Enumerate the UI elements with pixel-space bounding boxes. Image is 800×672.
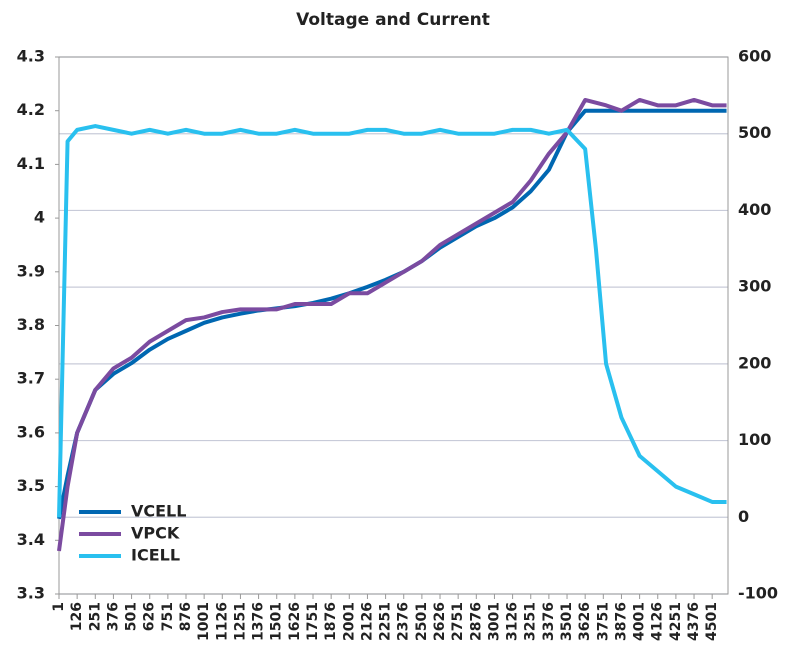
x-tick-label: 1001: [196, 602, 212, 641]
x-tick-label: 1251: [232, 602, 248, 641]
legend-label: VCELL: [131, 502, 186, 521]
x-tick-label: 1376: [251, 602, 267, 641]
x-tick-label: 2501: [414, 602, 430, 641]
y-tick-label: 3.8: [17, 315, 45, 334]
x-tick-label: 1: [51, 602, 67, 612]
x-tick-label: 3376: [541, 602, 557, 641]
x-tick-label: 376: [105, 602, 121, 631]
y-tick-label: 3.7: [17, 369, 45, 388]
x-tick-label: 501: [124, 602, 140, 631]
y-tick-label: 4: [34, 208, 45, 227]
x-tick-label: 3251: [523, 602, 539, 641]
legend-label: VPCK: [131, 524, 180, 543]
x-tick-label: 2001: [341, 602, 357, 641]
y2-tick-label: 100: [738, 430, 771, 449]
x-tick-label: 2251: [378, 602, 394, 641]
x-tick-label: 4376: [686, 602, 702, 641]
x-tick-label: 3501: [559, 602, 575, 641]
y2-tick-label: 400: [738, 200, 771, 219]
x-tick-label: 3876: [613, 602, 629, 641]
x-tick-label: 626: [142, 602, 158, 631]
y-tick-label: 3.4: [17, 530, 45, 549]
x-tick-label: 3126: [505, 602, 521, 641]
y2-tick-label: 600: [738, 47, 771, 66]
y-tick-label: 3.9: [17, 261, 45, 280]
x-tick-label: 1751: [305, 602, 321, 641]
x-tick-label: 126: [69, 602, 85, 631]
x-tick-label: 751: [160, 602, 176, 631]
x-tick-label: 3751: [595, 602, 611, 641]
x-tick-label: 1876: [323, 602, 339, 641]
y-tick-label: 3.5: [17, 476, 45, 495]
y2-tick-label: 500: [738, 123, 771, 142]
x-tick-label: 1126: [214, 602, 230, 641]
x-tick-label: 3001: [486, 602, 502, 641]
x-tick-label: 2876: [468, 602, 484, 641]
y-tick-label: 3.3: [17, 584, 45, 603]
x-tick-label: 2751: [450, 602, 466, 641]
x-tick-label: 2376: [396, 602, 412, 641]
y-tick-label: 4.1: [17, 154, 45, 173]
x-tick-label: 1501: [269, 602, 285, 641]
x-tick-label: 2126: [359, 602, 375, 641]
y2-tick-label: 200: [738, 353, 771, 372]
y2-tick-label: -100: [738, 584, 778, 603]
x-tick-label: 876: [178, 602, 194, 631]
series-line: [57, 124, 727, 518]
x-tick-label: 1626: [287, 602, 303, 641]
plot-frame: [58, 56, 729, 595]
y-tick-label: 4.3: [17, 47, 45, 66]
y-tick-label: 4.2: [17, 100, 45, 119]
x-tick-label: 3626: [577, 602, 593, 641]
x-tick-label: 4501: [704, 602, 720, 641]
x-tick-label: 4126: [650, 602, 666, 641]
y2-tick-label: 0: [738, 507, 749, 526]
x-tick-label: 2626: [432, 602, 448, 641]
y2-tick-label: 300: [738, 277, 771, 296]
x-tick-label: 251: [87, 602, 103, 631]
x-tick-label: 4001: [632, 602, 648, 641]
series-line: [57, 108, 727, 520]
x-tick-label: 4251: [668, 602, 684, 641]
chart-title: Voltage and Current: [296, 10, 490, 30]
y-tick-label: 3.6: [17, 422, 45, 441]
series-line: [57, 97, 727, 552]
legend-label: ICELL: [131, 546, 180, 565]
